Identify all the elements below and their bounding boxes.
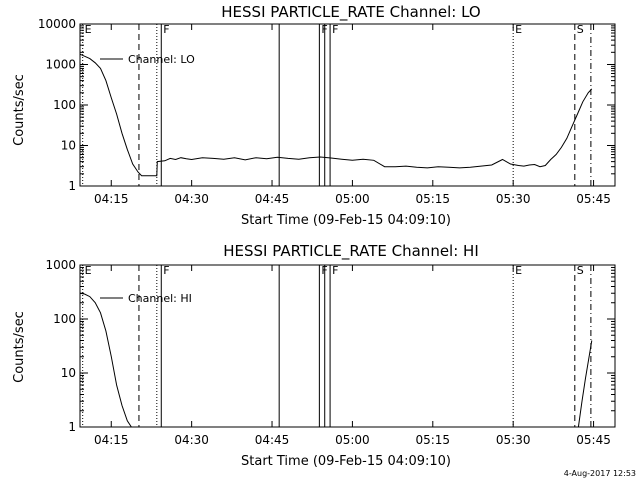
lo-series-line bbox=[79, 53, 593, 177]
hi-tick-layer: 04:15 04:30 04:45 05:00 05:15 05:30 05:45 1 10 10… bbox=[45, 258, 615, 447]
hi-x-axis-label: Start Time (09-Feb-15 04:09:10) bbox=[241, 454, 451, 469]
hi-legend: Channel: HI bbox=[100, 292, 192, 305]
lo-channel-panel: HESSI PARTICLE_RATE Channel: LO Start Ti… bbox=[12, 3, 616, 228]
hi-y-tick-label: 1 bbox=[68, 420, 76, 434]
hi-series-line bbox=[577, 340, 593, 428]
hi-x-tick-label: 05:45 bbox=[576, 433, 611, 447]
lo-y-tick-label: 100 bbox=[53, 98, 76, 112]
lo-y-tick-label: 10000 bbox=[38, 17, 76, 31]
hi-legend-label: Channel: HI bbox=[128, 292, 192, 305]
lo-y-tick-label: 1000 bbox=[45, 58, 76, 72]
lo-y-axis-label: Counts/sec bbox=[12, 74, 27, 146]
lo-marker-label: F bbox=[332, 23, 338, 36]
lo-marker-label: F bbox=[163, 23, 169, 36]
lo-y-tick-label: 10 bbox=[61, 139, 76, 153]
hi-marker-layer: EFFFES bbox=[82, 264, 592, 427]
lo-chart-title: HESSI PARTICLE_RATE Channel: LO bbox=[221, 3, 480, 22]
hi-x-tick-label: 04:30 bbox=[174, 433, 209, 447]
hi-y-tick-label: 1000 bbox=[45, 258, 76, 272]
lo-tick-layer: 04:15 04:30 04:45 05:00 05:15 05:30 05:45 1 10 10… bbox=[38, 17, 615, 206]
lo-marker-label: S bbox=[577, 23, 584, 36]
lo-x-tick-label: 05:45 bbox=[576, 192, 611, 206]
hi-x-tick-label: 05:15 bbox=[415, 433, 450, 447]
hi-x-tick-label: 04:15 bbox=[94, 433, 129, 447]
lo-series-layer bbox=[79, 53, 593, 177]
hi-y-tick-label: 100 bbox=[53, 312, 76, 326]
lo-legend-label: Channel: LO bbox=[128, 53, 195, 66]
hi-y-axis-label: Counts/sec bbox=[12, 311, 27, 383]
hi-plot-frame bbox=[79, 264, 616, 428]
lo-legend: Channel: LO bbox=[100, 53, 195, 66]
lo-x-tick-label: 04:30 bbox=[174, 192, 209, 206]
lo-x-tick-label: 04:45 bbox=[255, 192, 290, 206]
hi-x-tick-label: 05:00 bbox=[335, 433, 370, 447]
hi-marker-label: F bbox=[163, 264, 169, 277]
hi-y-tick-label: 10 bbox=[61, 366, 76, 380]
hi-marker-label: E bbox=[85, 264, 92, 277]
hi-marker-label: E bbox=[515, 264, 522, 277]
lo-plot-frame bbox=[79, 23, 616, 187]
lo-marker-layer: EFFFES bbox=[82, 23, 592, 186]
generation-timestamp: 4-Aug-2017 12:53 bbox=[564, 469, 636, 478]
lo-y-tick-label: 1 bbox=[68, 179, 76, 193]
lo-marker-label: E bbox=[515, 23, 522, 36]
hi-x-tick-label: 04:45 bbox=[255, 433, 290, 447]
hi-chart-title: HESSI PARTICLE_RATE Channel: HI bbox=[223, 242, 479, 261]
lo-x-tick-label: 05:00 bbox=[335, 192, 370, 206]
hi-series-line bbox=[79, 292, 132, 428]
lo-x-tick-label: 05:30 bbox=[496, 192, 531, 206]
lo-marker-label: E bbox=[85, 23, 92, 36]
lo-x-tick-label: 04:15 bbox=[94, 192, 129, 206]
lo-x-axis-label: Start Time (09-Feb-15 04:09:10) bbox=[241, 213, 451, 228]
hi-series-layer bbox=[79, 292, 593, 428]
lo-x-tick-label: 05:15 bbox=[415, 192, 450, 206]
hi-x-tick-label: 05:30 bbox=[496, 433, 531, 447]
hi-channel-panel: HESSI PARTICLE_RATE Channel: HI Start Ti… bbox=[12, 242, 616, 469]
hi-marker-label: S bbox=[577, 264, 584, 277]
hi-marker-label: F bbox=[332, 264, 338, 277]
